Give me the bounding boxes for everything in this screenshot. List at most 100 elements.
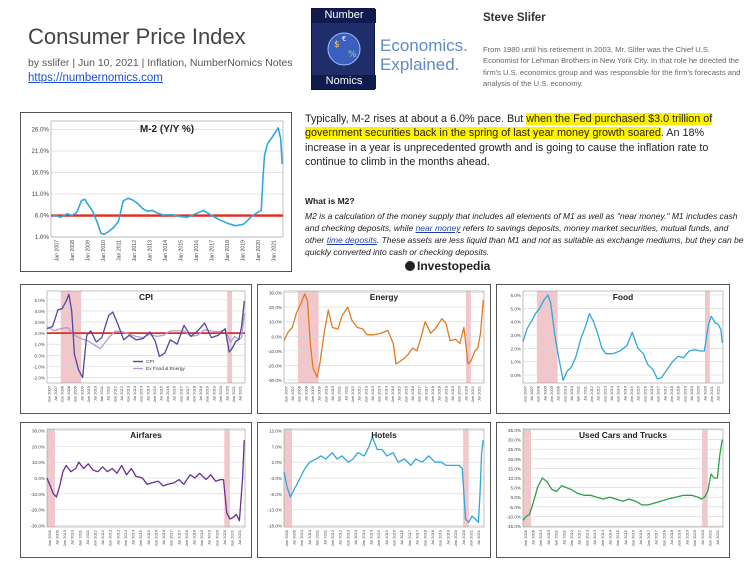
y-tick-label: 6.0%	[511, 293, 521, 298]
x-tick-label: Jan 2019	[677, 529, 682, 546]
x-tick-label: Jan 2009	[284, 529, 289, 546]
x-tick-label: Jul 2018	[430, 529, 435, 545]
x-tick-label: Jan 2009	[549, 385, 554, 402]
site-link[interactable]: https://numbernomics.com	[28, 72, 163, 84]
chart-title: CPI	[139, 292, 153, 302]
x-tick-label: Jan 2014	[139, 385, 144, 402]
x-tick-label: Jul 2021	[237, 529, 242, 545]
y-tick-label: 11.0%	[32, 191, 50, 198]
y-tick-label: 5.0%	[511, 306, 521, 311]
x-tick-label: Jul 2018	[192, 529, 197, 545]
x-tick-label: Jan 2017	[417, 385, 422, 402]
y-tick-label: -5.0%	[509, 505, 521, 510]
x-tick-label: Jul 2013	[609, 385, 614, 401]
x-tick-label: Jul 2012	[100, 529, 105, 545]
x-tick-label: Jan 2007	[46, 385, 51, 402]
investopedia-icon	[405, 261, 415, 271]
x-tick-label: Jan 2013	[584, 529, 589, 546]
x-tick-label: Jul 2010	[569, 385, 574, 401]
x-tick-label: Jan 2021	[230, 529, 235, 546]
x-tick-label: Jul 2014	[607, 529, 612, 545]
chart-svg: -30.0% -20.0% -10.0% 0.0% 10.0% 20.0% 30.0% Jan…	[267, 290, 485, 402]
x-tick-label: Jul 2014	[622, 385, 627, 401]
x-tick-label: Jul 2012	[357, 385, 362, 401]
tagline: Economics. Explained.	[380, 36, 468, 74]
x-tick-label: Jan 2015	[390, 385, 395, 402]
x-tick-label: Jul 2019	[211, 385, 216, 401]
x-tick-label: Jan 2021	[271, 240, 277, 261]
x-tick-label: Jan 2017	[209, 240, 215, 261]
x-tick-label: Jul 2007	[529, 385, 534, 401]
y-tick-label: 25.0%	[508, 447, 521, 452]
x-tick-label: Jul 2018	[676, 385, 681, 401]
x-tick-label: Jul 2013	[115, 529, 120, 545]
x-tick-label: Jul 2008	[303, 385, 308, 401]
x-tick-label: Jan 2016	[165, 385, 170, 402]
page-title: Consumer Price Index	[28, 24, 246, 49]
x-tick-label: Jan 2020	[696, 385, 701, 402]
x-tick-label: Jul 2015	[397, 385, 402, 401]
plot-frame	[522, 428, 724, 528]
x-tick-label: Jan 2009	[73, 385, 78, 402]
chart-title: Used Cars and Trucks	[579, 430, 667, 440]
chart-svg: -15.0% -10.0% -5.0% 0.0% 5.0% 10.0% 15.0% 20.0%…	[506, 428, 724, 546]
x-tick-label: Jan 2011	[99, 385, 104, 402]
x-tick-label: Jul 2011	[322, 529, 327, 545]
x-tick-label: Jul 2016	[638, 529, 643, 545]
chart-title: Airfares	[130, 430, 162, 440]
logo-bottom-text: Nomics	[312, 75, 376, 89]
x-tick-label: Jul 2016	[161, 529, 166, 545]
x-tick-label: Jan 2021	[468, 529, 473, 546]
chart-panel-hotels: -18.0% -13.0% -8.0% -3.0% 2.0% 7.0% 12.0% Jan 2…	[257, 422, 491, 558]
series-line-hotels	[283, 436, 484, 523]
x-tick-label: Jan 2012	[330, 529, 335, 546]
x-tick-label: Jul 2019	[689, 385, 694, 401]
y-tick-label: 0.0%	[272, 334, 282, 339]
y-tick-label: -3.0%	[270, 476, 282, 481]
time-deposits-link[interactable]: time deposits	[326, 235, 377, 245]
x-tick-label: Jul 2018	[437, 385, 442, 401]
svg-text:€: €	[342, 35, 346, 43]
x-tick-label: Jul 2013	[370, 385, 375, 401]
y-tick-label: 6.0%	[35, 213, 50, 220]
x-tick-label: Jan 2013	[148, 240, 154, 261]
y-tick-label: -10.0%	[267, 349, 282, 354]
x-tick-label: Jul 2013	[353, 529, 358, 545]
recession-band	[705, 291, 710, 383]
tagline-line-2: Explained.	[380, 55, 460, 74]
x-tick-label: Jul 2018	[198, 385, 203, 401]
x-tick-label: Jul 2007	[53, 385, 58, 401]
x-tick-label: Jul 2008	[542, 385, 547, 401]
plot-frame	[522, 290, 724, 384]
logo-top-text: Number	[312, 9, 376, 23]
x-tick-label: Jul 2019	[450, 385, 455, 401]
x-tick-label: Jan 2016	[631, 529, 636, 546]
x-tick-label: Jul 2015	[623, 529, 628, 545]
x-tick-label: Jan 2019	[199, 529, 204, 546]
x-tick-label: Jan 2014	[616, 385, 621, 402]
x-tick-label: Jul 2011	[106, 385, 111, 401]
investopedia-source: Investopedia	[405, 259, 490, 273]
x-tick-label: Jan 2010	[101, 240, 107, 261]
series-line-airfares	[46, 440, 245, 522]
x-tick-label: Jan 2015	[178, 240, 184, 261]
x-tick-label: Jan 2014	[361, 529, 366, 546]
x-tick-label: Jan 2010	[323, 385, 328, 402]
chart-svg: 0.0%1.0%2.0%3.0%4.0%5.0%6.0%Jan 2007 Jul …	[511, 290, 724, 402]
y-tick-label: 10.0%	[508, 476, 521, 481]
plot-frame	[283, 290, 485, 384]
x-tick-label: Jul 2020	[702, 385, 707, 401]
x-tick-label: Jan 2021	[709, 385, 714, 402]
legend-label: CPI	[146, 359, 154, 365]
x-tick-label: Jan 2011	[77, 529, 82, 546]
x-tick-label: Jan 2015	[615, 529, 620, 546]
chart-svg: -2.0% -1.0% 0.0% 1.0% 2.0% 3.0% 4.0% 5.0% Jan 20…	[33, 290, 246, 402]
x-tick-label: Jul 2013	[132, 385, 137, 401]
x-tick-label: Jan 2011	[576, 385, 581, 402]
y-tick-label: 0.0%	[511, 495, 521, 500]
x-tick-label: Jan 2014	[377, 385, 382, 402]
logo-globe-icon: $ % €	[327, 32, 361, 66]
near-money-link[interactable]: near money	[415, 223, 461, 233]
numbernomics-logo: Number $ % € Nomics	[311, 8, 376, 90]
x-tick-label: Jul 2009	[531, 529, 536, 545]
